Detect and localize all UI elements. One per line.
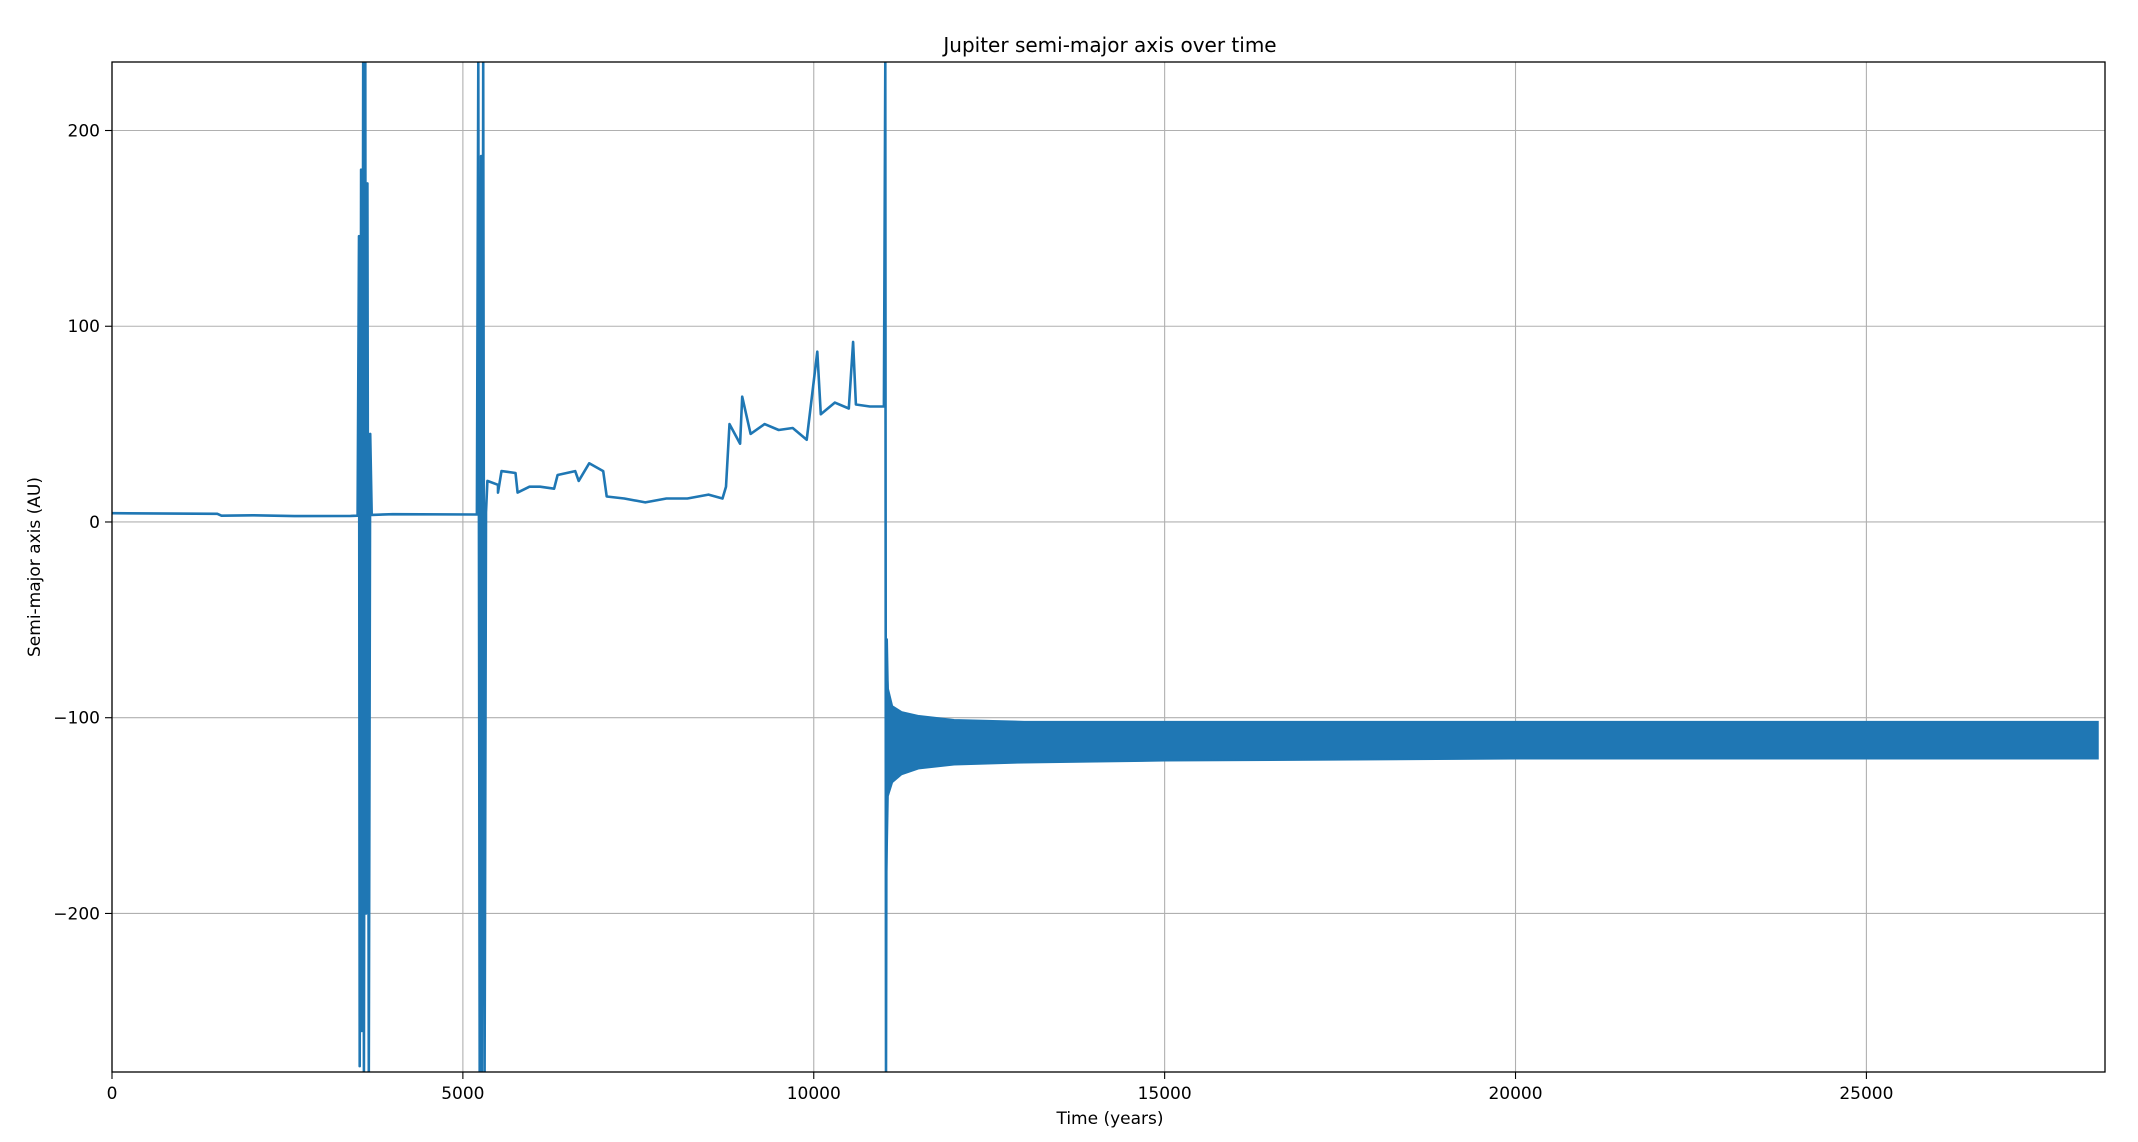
y-tick-label: 0 (89, 513, 100, 533)
y-tick-label: −100 (53, 709, 100, 729)
series-line (112, 62, 890, 1072)
ticks: 0 5000 10000 15000 20000 25000 −200 −100 0 100 200 (53, 122, 1893, 1104)
x-tick-label: 15000 (1138, 1084, 1192, 1104)
y-tick-label: 100 (68, 317, 100, 337)
x-axis-label: Time (years) (1055, 1109, 1163, 1129)
y-tick-label: 200 (68, 122, 100, 142)
y-axis-label: Semi-major axis (AU) (25, 477, 45, 657)
grid (111, 62, 2105, 1072)
x-tick-label: 5000 (441, 1084, 484, 1104)
plot-frame (111, 61, 2106, 1073)
chart-title: Jupiter semi-major axis over time (941, 33, 1276, 57)
x-tick-label: 10000 (787, 1084, 841, 1104)
oscillation-band (885, 639, 2099, 914)
y-tick-label: −200 (53, 904, 100, 924)
x-tick-label: 25000 (1839, 1084, 1893, 1104)
x-tick-label: 0 (107, 1084, 118, 1104)
x-tick-label: 20000 (1488, 1084, 1542, 1104)
